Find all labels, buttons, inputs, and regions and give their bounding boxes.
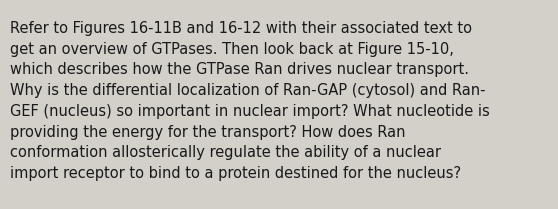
Text: Refer to Figures 16-11B and 16-12 with their associated text to
get an overview : Refer to Figures 16-11B and 16-12 with t…	[10, 21, 490, 181]
